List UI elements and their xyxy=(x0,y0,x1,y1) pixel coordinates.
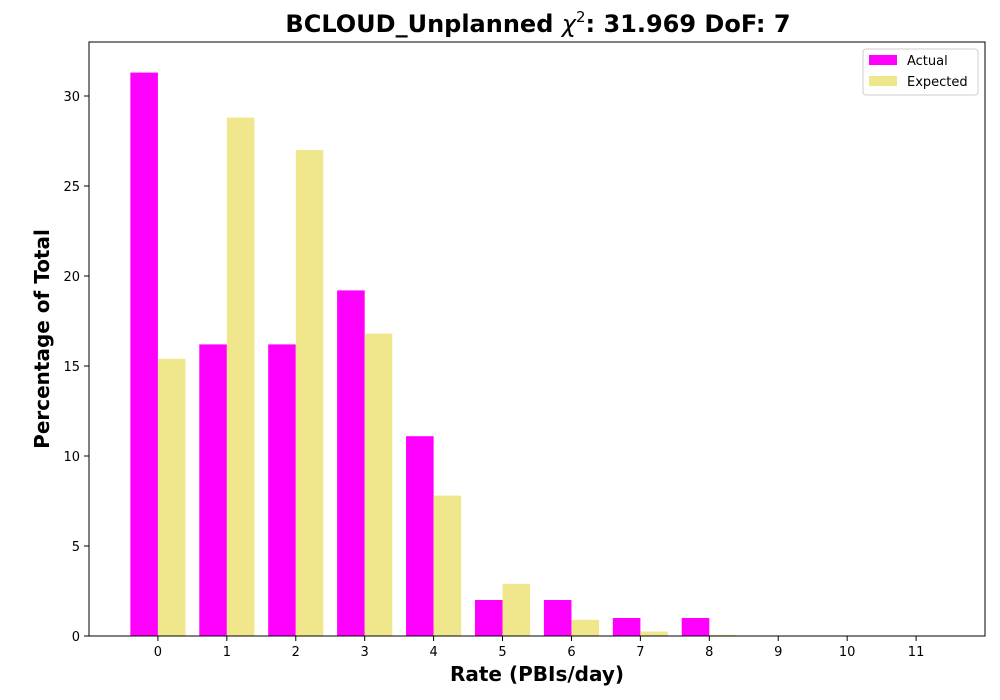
y-axis-label: Percentage of Total xyxy=(30,229,54,449)
x-tick-label-0: 0 xyxy=(154,645,162,660)
bar-expected-3 xyxy=(364,333,393,636)
chart-title-chi: χ xyxy=(560,10,577,38)
y-tick-label-15: 15 xyxy=(63,360,80,375)
x-tick-label-2: 2 xyxy=(292,645,300,660)
y-tick-label-20: 20 xyxy=(63,270,80,285)
bar-actual-3 xyxy=(337,290,365,636)
y-tick-label-0: 0 xyxy=(72,630,80,645)
plot-frame xyxy=(88,41,986,637)
legend-label-expected: Expected xyxy=(907,75,968,90)
bar-actual-8 xyxy=(681,618,710,636)
bar-expected-2 xyxy=(295,150,324,636)
chart-title-chi-power: 2 xyxy=(576,8,586,26)
x-axis-label: Rate (PBIs/day) xyxy=(450,662,624,686)
x-tick-label-3: 3 xyxy=(361,645,369,660)
bar-expected-1 xyxy=(226,117,255,637)
x-tick-label-5: 5 xyxy=(498,645,506,660)
x-tick-label-9: 9 xyxy=(774,645,782,660)
bar-expected-8 xyxy=(709,634,737,636)
x-tick-label-7: 7 xyxy=(636,645,644,660)
y-axis: 0 5 10 15 20 25 30 xyxy=(63,90,89,645)
chart-title-suffix: : 31.969 DoF: 7 xyxy=(586,10,791,38)
x-tick-label-10: 10 xyxy=(839,645,856,660)
bar-actual-1 xyxy=(199,344,227,636)
legend: Actual Expected xyxy=(862,48,979,96)
bar-actual-6 xyxy=(543,600,572,636)
legend-swatch-expected xyxy=(869,76,897,86)
plot-area xyxy=(130,72,806,637)
chart-title-main: BCLOUD_Unplanned xyxy=(285,10,553,38)
bar-actual-5 xyxy=(474,600,503,636)
legend-label-actual: Actual xyxy=(907,54,948,69)
x-tick-label-8: 8 xyxy=(705,645,713,660)
bar-expected-7 xyxy=(640,631,668,636)
bar-actual-4 xyxy=(406,436,434,636)
x-tick-label-1: 1 xyxy=(223,645,231,660)
bar-actual-0 xyxy=(130,72,158,637)
bar-expected-6 xyxy=(571,619,600,636)
y-tick-label-30: 30 xyxy=(63,90,80,105)
y-tick-label-10: 10 xyxy=(63,450,80,465)
bar-actual-7 xyxy=(612,618,641,636)
x-axis: 0 1 2 3 4 5 6 7 8 9 10 11 xyxy=(154,636,925,660)
legend-swatch-actual xyxy=(869,55,897,65)
x-tick-label-4: 4 xyxy=(429,645,437,660)
x-tick-label-11: 11 xyxy=(908,645,925,660)
x-tick-label-6: 6 xyxy=(567,645,575,660)
bar-expected-0 xyxy=(157,358,186,636)
bar-expected-5 xyxy=(502,583,531,636)
y-tick-label-5: 5 xyxy=(72,540,80,555)
bar-actual-2 xyxy=(268,344,296,636)
chart-title: BCLOUD_Unplanned χ2: 31.969 DoF: 7 xyxy=(285,8,790,38)
y-tick-label-25: 25 xyxy=(63,180,80,195)
bar-expected-4 xyxy=(433,495,462,636)
